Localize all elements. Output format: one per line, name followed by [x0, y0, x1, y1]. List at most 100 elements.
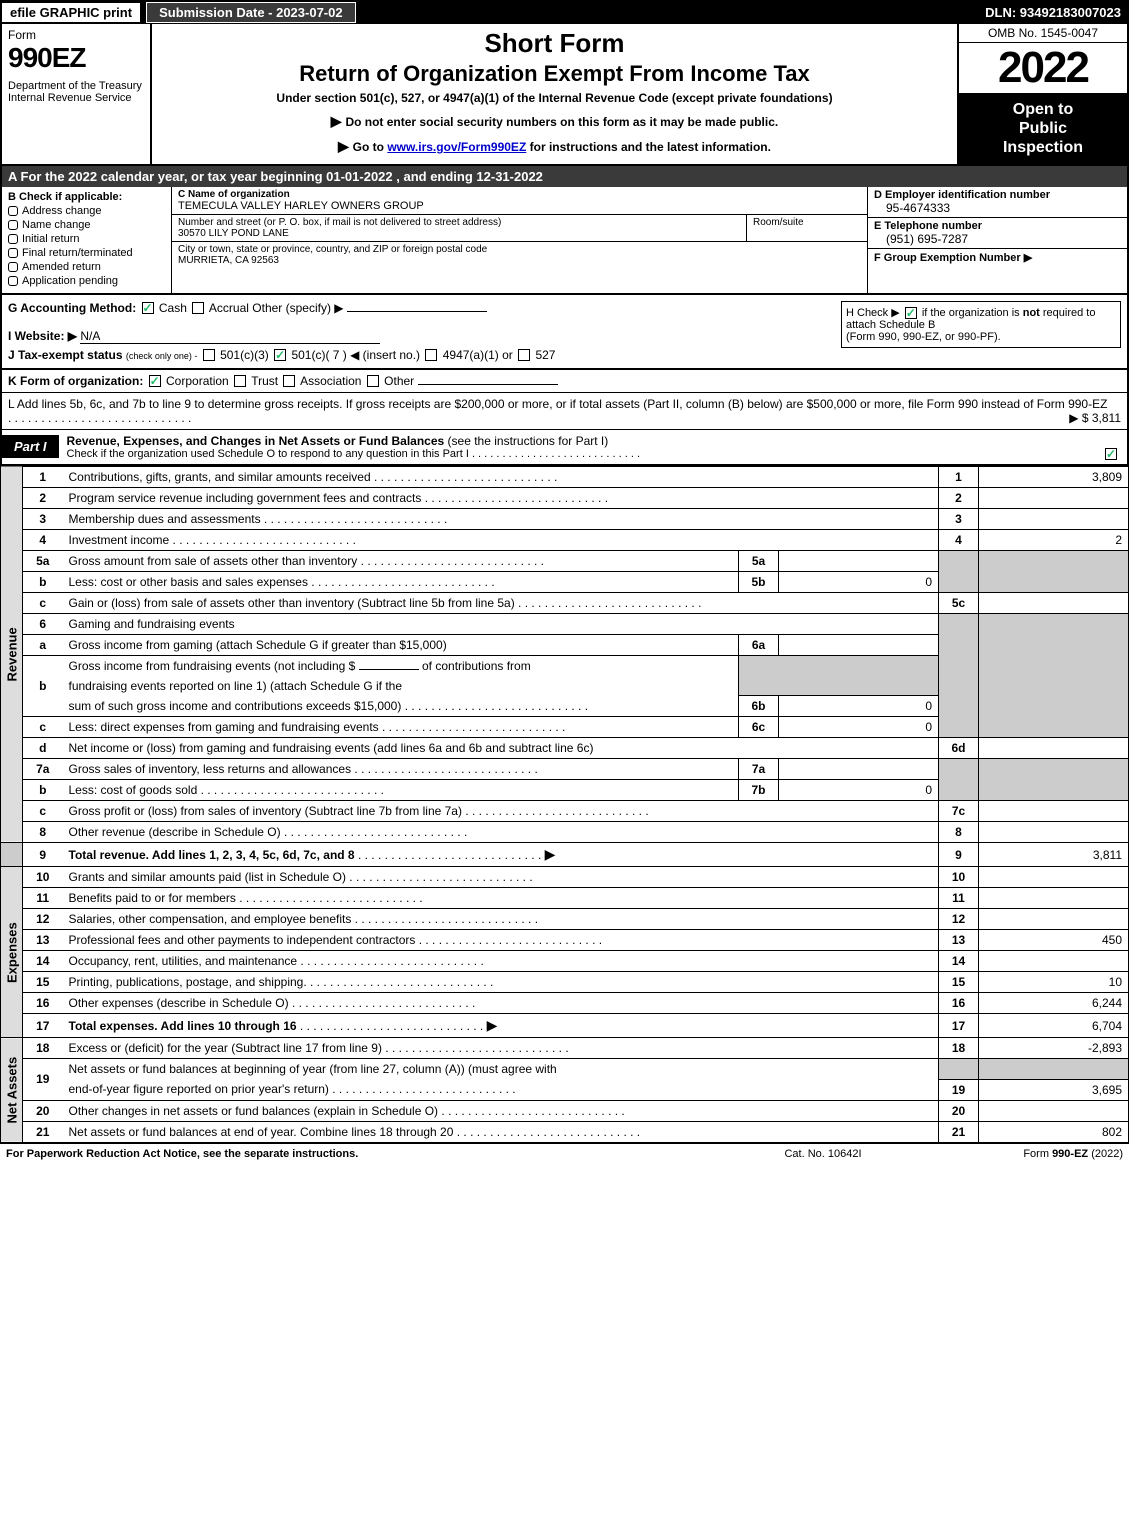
table-row: 16 Other expenses (describe in Schedule …	[1, 993, 1129, 1014]
cb-application-pending[interactable]: Application pending	[8, 275, 165, 287]
tel-value: (951) 695-7287	[874, 232, 1121, 246]
top-bar: efile GRAPHIC print Submission Date - 20…	[0, 0, 1129, 24]
table-row: 6 Gaming and fundraising events	[1, 613, 1129, 634]
group-exemption-label: F Group Exemption Number ▶	[874, 251, 1121, 264]
c-city-label: City or town, state or province, country…	[178, 244, 487, 255]
dln: DLN: 93492183007023	[977, 3, 1129, 22]
tel-label: E Telephone number	[874, 220, 1121, 232]
cb-trust[interactable]	[234, 375, 246, 387]
revenue-tab: Revenue	[1, 466, 23, 843]
under-section: Under section 501(c), 527, or 4947(a)(1)…	[160, 91, 949, 105]
footer-right: Form 990-EZ (2022)	[923, 1148, 1123, 1160]
cb-corporation[interactable]	[149, 375, 161, 387]
amt-9: 3,811	[979, 843, 1129, 867]
goto-line: ▶ Go to www.irs.gov/Form990EZ for instru…	[160, 138, 949, 155]
cb-accrual[interactable]	[192, 302, 204, 314]
omb-number: OMB No. 1545-0047	[959, 24, 1127, 43]
cb-address-change[interactable]: Address change	[8, 205, 165, 217]
h-text1: H Check ▶	[846, 307, 900, 319]
val-5a	[779, 550, 939, 571]
amt-19: 3,695	[979, 1079, 1129, 1100]
cb-other-org[interactable]	[367, 375, 379, 387]
g-other-input[interactable]	[347, 311, 487, 312]
amt-10	[979, 867, 1129, 888]
tax-year: 2022	[959, 43, 1127, 94]
table-row: 2 Program service revenue including gove…	[1, 487, 1129, 508]
open-line3: Inspection	[1003, 139, 1083, 156]
cb-cash[interactable]	[142, 302, 154, 314]
open-line1: Open to	[1013, 101, 1073, 118]
cb-initial-return[interactable]: Initial return	[8, 233, 165, 245]
table-row: 15 Printing, publications, postage, and …	[1, 972, 1129, 993]
table-row: 14 Occupancy, rent, utilities, and maint…	[1, 951, 1129, 972]
cb-amended-return[interactable]: Amended return	[8, 261, 165, 273]
c-room-block: Room/suite	[747, 215, 867, 241]
h-text2: if the organization is	[922, 307, 1023, 319]
line-a-tax-year: A For the 2022 calendar year, or tax yea…	[0, 166, 1129, 187]
l-text: L Add lines 5b, 6c, and 7b to line 9 to …	[8, 397, 1107, 411]
footer-catno: Cat. No. 10642I	[723, 1148, 923, 1160]
c-name-block: C Name of organization TEMECULA VALLEY H…	[172, 187, 867, 215]
amt-15: 10	[979, 972, 1129, 993]
part1-check-line: Check if the organization used Schedule …	[67, 448, 1119, 460]
h-not: not	[1023, 307, 1040, 319]
j-label: J Tax-exempt status	[8, 348, 123, 362]
org-name: TEMECULA VALLEY HARLEY OWNERS GROUP	[178, 200, 424, 212]
i-label: I Website: ▶	[8, 329, 77, 343]
form-word: Form	[8, 28, 144, 42]
submission-date: Submission Date - 2023-07-02	[146, 2, 356, 23]
form-number: 990EZ	[8, 42, 144, 74]
val-6b: 0	[779, 696, 939, 717]
room-label: Room/suite	[753, 217, 804, 228]
part1-tab: Part I	[2, 435, 59, 458]
col-c-org-info: C Name of organization TEMECULA VALLEY H…	[172, 187, 867, 293]
website-value: N/A	[80, 329, 380, 344]
table-row: 19 Net assets or fund balances at beginn…	[1, 1059, 1129, 1080]
page-footer: For Paperwork Reduction Act Notice, see …	[0, 1143, 1129, 1164]
ghij-section: H Check ▶ if the organization is not req…	[0, 295, 1129, 370]
table-row: c Gross profit or (loss) from sales of i…	[1, 801, 1129, 822]
amt-5c	[979, 592, 1129, 613]
6b-contrib-input[interactable]	[359, 669, 419, 670]
irs-link[interactable]: www.irs.gov/Form990EZ	[387, 140, 526, 154]
c-name-label: C Name of organization	[178, 189, 290, 200]
h-checkbox[interactable]	[905, 307, 917, 319]
table-row: 17 Total expenses. Add lines 10 through …	[1, 1014, 1129, 1038]
b-label: B Check if applicable:	[8, 191, 165, 203]
amt-7c	[979, 801, 1129, 822]
amt-1: 3,809	[979, 466, 1129, 487]
amt-14	[979, 951, 1129, 972]
k-other-input[interactable]	[418, 384, 558, 385]
return-title: Return of Organization Exempt From Incom…	[160, 61, 949, 87]
table-row: Revenue 1 Contributions, gifts, grants, …	[1, 466, 1129, 487]
amt-12	[979, 909, 1129, 930]
line-k: K Form of organization: Corporation Trus…	[0, 370, 1129, 393]
k-label: K Form of organization:	[8, 374, 143, 388]
dept-treasury: Department of the Treasury Internal Reve…	[8, 80, 144, 104]
table-row: 7a Gross sales of inventory, less return…	[1, 759, 1129, 780]
header-left: Form 990EZ Department of the Treasury In…	[2, 24, 152, 164]
efile-print[interactable]: efile GRAPHIC print	[0, 1, 142, 24]
h-schedule-b-box: H Check ▶ if the organization is not req…	[841, 301, 1121, 348]
netassets-tab: Net Assets	[1, 1038, 23, 1143]
cb-4947[interactable]	[425, 349, 437, 361]
cb-501c[interactable]	[274, 349, 286, 361]
j-sub: (check only one) -	[126, 351, 198, 361]
c-addr-label: Number and street (or P. O. box, if mail…	[178, 217, 501, 228]
amt-6d	[979, 738, 1129, 759]
org-address: 30570 LILY POND LANE	[178, 228, 289, 239]
cb-501c3[interactable]	[203, 349, 215, 361]
amt-20	[979, 1100, 1129, 1121]
line-l: L Add lines 5b, 6c, and 7b to line 9 to …	[0, 393, 1129, 429]
cb-final-return[interactable]: Final return/terminated	[8, 247, 165, 259]
header-middle: Short Form Return of Organization Exempt…	[152, 24, 957, 164]
cb-schedule-o[interactable]	[1105, 448, 1117, 460]
table-row: 5a Gross amount from sale of assets othe…	[1, 550, 1129, 571]
cb-527[interactable]	[518, 349, 530, 361]
no-ssn-text: Do not enter social security numbers on …	[345, 115, 778, 129]
cb-name-change[interactable]: Name change	[8, 219, 165, 231]
part1-title: Revenue, Expenses, and Changes in Net As…	[59, 430, 1127, 464]
header-right: OMB No. 1545-0047 2022 Open to Public In…	[957, 24, 1127, 164]
cb-association[interactable]	[283, 375, 295, 387]
table-row: 20 Other changes in net assets or fund b…	[1, 1100, 1129, 1121]
